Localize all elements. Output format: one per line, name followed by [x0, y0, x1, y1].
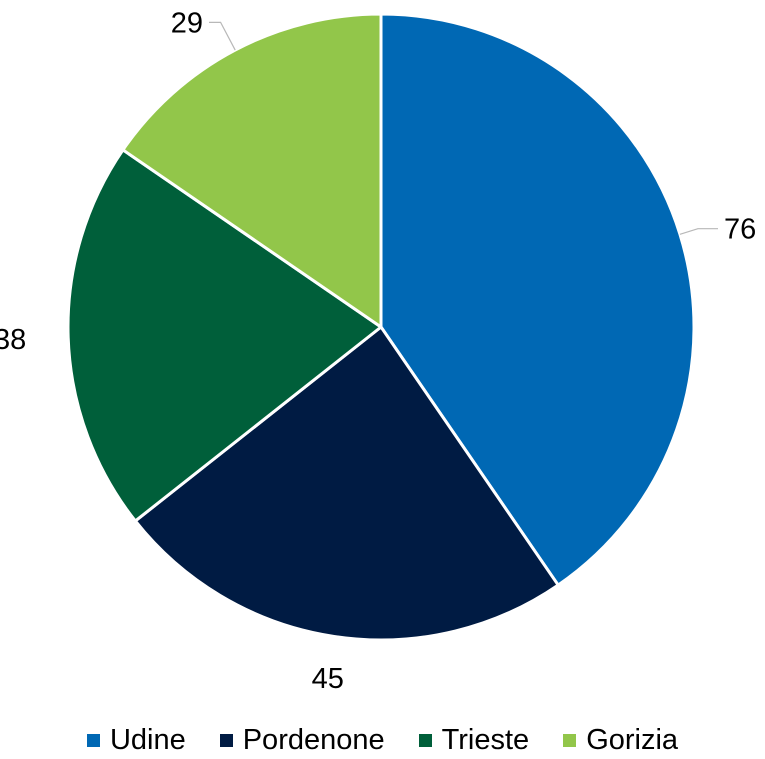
- pie-slices: [66, 12, 696, 642]
- data-label-pordenone: 45: [312, 663, 344, 695]
- legend-label-udine: Udine: [109, 723, 186, 756]
- data-label-trieste: 38: [0, 324, 26, 356]
- legend-label-trieste: Trieste: [441, 723, 530, 756]
- legend-swatch-gorizia: [563, 733, 577, 747]
- legend-swatch-trieste: [418, 733, 432, 747]
- legend-item-gorizia: Gorizia: [563, 723, 679, 756]
- pie-slice-udine: [379, 12, 696, 587]
- leader-line-udine: [679, 228, 718, 235]
- pie-slice-pordenone: [133, 325, 560, 642]
- pie-slice-trieste: [66, 148, 383, 523]
- legend-item-udine: Udine: [86, 723, 186, 756]
- pie-data-labels: 76 45 38 29: [0, 7, 756, 695]
- legend-swatch-udine: [86, 733, 100, 747]
- legend-item-pordenone: Pordenone: [219, 723, 385, 756]
- leader-line-gorizia: [209, 21, 236, 51]
- data-label-udine: 76: [724, 214, 756, 246]
- legend-swatch-pordenone: [219, 733, 233, 747]
- legend-item-trieste: Trieste: [418, 723, 530, 756]
- pie-slice-gorizia: [121, 12, 383, 329]
- legend-label-pordenone: Pordenone: [242, 723, 385, 756]
- legend-label-gorizia: Gorizia: [586, 723, 679, 756]
- data-label-gorizia: 29: [171, 7, 203, 39]
- chart-legend: Udine Pordenone Trieste Gorizia: [0, 722, 765, 758]
- pie-chart: 76 45 38 29: [0, 7, 756, 695]
